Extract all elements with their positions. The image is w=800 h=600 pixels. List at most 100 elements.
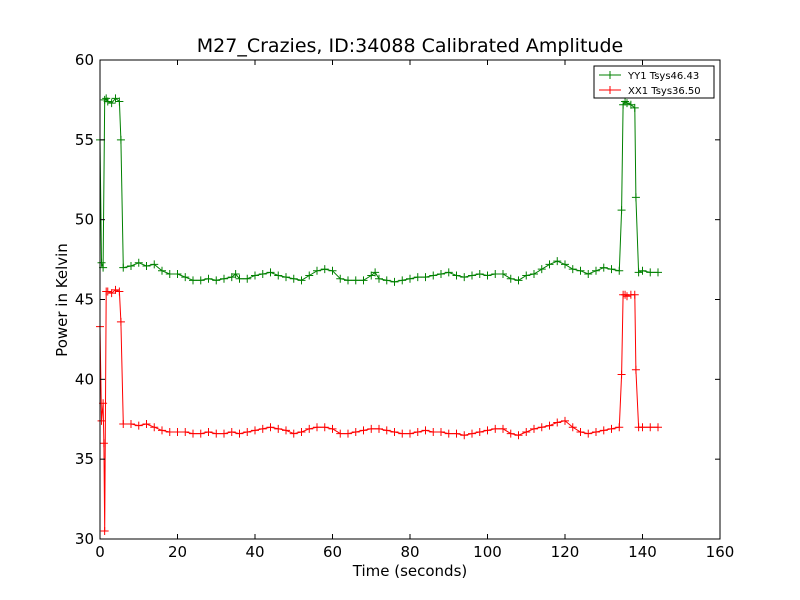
data-point-0-69 bbox=[561, 260, 569, 269]
data-point-0-37 bbox=[320, 265, 329, 274]
data-point-1-24 bbox=[220, 429, 228, 438]
x-tick-label-1: 20 bbox=[168, 543, 187, 561]
data-point-1-17 bbox=[165, 428, 174, 437]
legend-marker-1 bbox=[606, 86, 614, 94]
data-point-0-64 bbox=[522, 271, 531, 280]
data-point-1-74 bbox=[607, 424, 616, 433]
data-point-1-7 bbox=[107, 289, 116, 298]
data-point-1-75 bbox=[615, 423, 624, 432]
data-point-1-18 bbox=[173, 428, 182, 437]
data-point-1-79 bbox=[623, 292, 631, 301]
data-point-0-6 bbox=[107, 99, 116, 108]
data-point-0-43 bbox=[367, 271, 376, 280]
data-point-1-27 bbox=[243, 428, 252, 437]
data-point-1-26 bbox=[235, 429, 244, 438]
data-point-1-28 bbox=[251, 426, 259, 435]
x-tick-label-6: 120 bbox=[551, 543, 580, 561]
data-point-0-57 bbox=[468, 271, 476, 280]
data-point-0-42 bbox=[359, 276, 368, 285]
y-tick-label-3: 45 bbox=[75, 291, 94, 309]
data-point-1-82 bbox=[631, 365, 640, 374]
data-point-0-32 bbox=[282, 273, 290, 282]
data-point-0-72 bbox=[584, 269, 593, 278]
plot-area bbox=[100, 60, 720, 539]
data-point-1-86 bbox=[654, 423, 662, 432]
data-point-0-87 bbox=[654, 268, 662, 277]
data-point-0-26 bbox=[235, 274, 244, 283]
data-point-1-65 bbox=[537, 423, 546, 432]
data-point-1-38 bbox=[328, 424, 337, 433]
data-point-0-62 bbox=[506, 274, 515, 283]
data-point-0-56 bbox=[460, 273, 469, 282]
data-point-1-55 bbox=[460, 431, 469, 440]
data-point-0-35 bbox=[305, 271, 314, 280]
chart-title: M27_Crazies, ID:34088 Calibrated Amplitu… bbox=[197, 35, 623, 57]
data-point-0-29 bbox=[258, 269, 267, 278]
data-point-1-56 bbox=[468, 429, 476, 438]
x-tick-label-8: 160 bbox=[706, 543, 735, 561]
data-point-1-20 bbox=[189, 429, 197, 438]
data-point-1-35 bbox=[305, 424, 314, 433]
data-point-1-81 bbox=[630, 290, 639, 299]
data-point-1-14 bbox=[142, 420, 151, 429]
data-point-1-84 bbox=[638, 423, 647, 432]
data-point-1-23 bbox=[212, 429, 221, 438]
data-point-0-73 bbox=[592, 266, 600, 275]
y-tick-label-2: 40 bbox=[75, 370, 94, 388]
data-point-0-38 bbox=[328, 266, 337, 275]
data-point-1-48 bbox=[406, 429, 414, 438]
y-tick-label-5: 55 bbox=[75, 131, 94, 149]
data-point-1-46 bbox=[390, 428, 399, 437]
data-point-1-64 bbox=[530, 424, 538, 433]
data-point-1-4 bbox=[100, 527, 109, 536]
data-point-0-14 bbox=[150, 260, 159, 269]
data-point-0-40 bbox=[344, 276, 352, 285]
data-point-0-9 bbox=[116, 135, 125, 144]
data-point-1-34 bbox=[297, 428, 306, 437]
data-point-1-33 bbox=[289, 429, 298, 438]
data-point-1-68 bbox=[561, 416, 569, 425]
ticks-layer: 0 20 40 60 80 100 120 140 160 30 35 40 45 50 55 60 bbox=[75, 51, 734, 561]
legend-marker-0 bbox=[606, 71, 614, 79]
data-point-0-1 bbox=[97, 258, 106, 267]
data-point-1-52 bbox=[437, 428, 445, 437]
legend-label-0: YY1 Tsys46.43 bbox=[627, 71, 699, 82]
data-point-0-63 bbox=[514, 276, 523, 285]
data-point-1-60 bbox=[499, 424, 507, 433]
data-point-0-7 bbox=[111, 94, 120, 103]
data-point-1-39 bbox=[336, 429, 345, 438]
data-point-0-17 bbox=[173, 269, 182, 278]
data-point-1-15 bbox=[150, 423, 159, 432]
y-tick-label-1: 35 bbox=[75, 450, 94, 468]
series-layer bbox=[96, 94, 662, 536]
data-point-0-12 bbox=[134, 258, 143, 267]
data-point-0-49 bbox=[406, 274, 414, 283]
data-point-0-44 bbox=[371, 268, 380, 277]
data-point-0-25 bbox=[231, 269, 240, 278]
data-point-1-3 bbox=[99, 439, 108, 448]
data-point-0-22 bbox=[212, 276, 221, 285]
x-tick-label-5: 100 bbox=[473, 543, 502, 561]
data-point-0-8 bbox=[115, 97, 124, 106]
data-point-0-45 bbox=[375, 274, 383, 283]
data-point-0-68 bbox=[553, 257, 562, 266]
data-point-1-13 bbox=[134, 421, 143, 430]
data-point-0-13 bbox=[142, 261, 151, 270]
data-point-1-25 bbox=[227, 428, 236, 437]
x-tick-label-4: 80 bbox=[400, 543, 419, 561]
data-point-1-47 bbox=[398, 429, 407, 438]
data-point-0-30 bbox=[266, 268, 275, 277]
data-point-0-39 bbox=[336, 274, 345, 283]
data-point-0-23 bbox=[220, 274, 228, 283]
data-point-0-54 bbox=[444, 268, 453, 277]
y-axis-label: Power in Kelvin bbox=[53, 243, 71, 357]
data-point-0-51 bbox=[421, 273, 430, 282]
data-point-0-67 bbox=[545, 260, 554, 269]
data-point-1-67 bbox=[553, 418, 562, 427]
data-point-0-36 bbox=[313, 266, 321, 275]
data-point-0-4 bbox=[102, 94, 111, 103]
data-point-0-15 bbox=[158, 266, 166, 275]
data-point-1-22 bbox=[204, 428, 213, 437]
data-point-1-58 bbox=[483, 426, 492, 435]
